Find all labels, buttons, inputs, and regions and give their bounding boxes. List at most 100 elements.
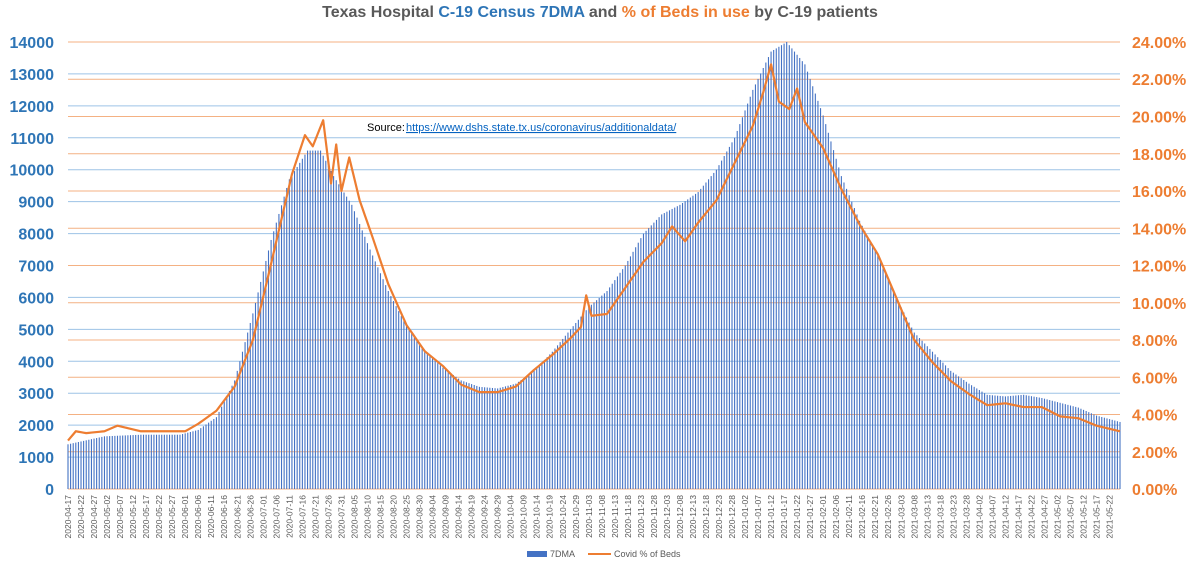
- bar-7dma: [429, 356, 431, 489]
- bar-7dma: [541, 362, 543, 489]
- bar-7dma: [971, 385, 973, 489]
- bar-7dma: [195, 430, 197, 489]
- bar-7dma: [905, 317, 908, 489]
- bar-7dma: [346, 196, 348, 489]
- bar-7dma: [98, 437, 100, 489]
- bar-7dma: [843, 182, 845, 490]
- bar-7dma: [921, 340, 923, 489]
- bar-7dma: [814, 93, 816, 489]
- bar-7dma: [624, 265, 626, 489]
- bar-7dma: [926, 346, 928, 489]
- bar-7dma: [288, 179, 290, 490]
- bar-7dma: [965, 381, 967, 489]
- bar-7dma: [715, 169, 717, 489]
- title-part-beds: % of Beds in use: [621, 4, 750, 21]
- bar-7dma: [1075, 406, 1077, 489]
- bar-7dma: [1023, 394, 1025, 489]
- bar-7dma: [804, 64, 806, 489]
- bar-7dma: [859, 220, 861, 490]
- bar-7dma: [1096, 415, 1098, 489]
- bar-7dma: [85, 440, 87, 489]
- bar-7dma: [590, 304, 592, 489]
- bar-7dma: [135, 434, 137, 489]
- x-tick-label: 2020-12-08: [675, 495, 685, 539]
- bar-7dma: [981, 391, 983, 489]
- title-part-census: C-19 Census 7DMA: [438, 4, 585, 21]
- bar-7dma: [338, 184, 340, 489]
- bar-7dma: [559, 342, 561, 489]
- legend-swatch-7dma: [527, 551, 547, 557]
- bar-7dma: [351, 204, 353, 489]
- bar-7dma: [838, 167, 840, 489]
- x-tick-label: 2020-04-27: [89, 495, 99, 539]
- x-tick-label: 2020-12-23: [714, 495, 724, 539]
- bar-7dma: [520, 379, 522, 489]
- bar-7dma: [1072, 406, 1074, 489]
- bar-7dma: [515, 383, 517, 489]
- bar-7dma: [343, 192, 345, 489]
- bar-7dma: [473, 385, 475, 489]
- bar-7dma: [674, 207, 676, 489]
- x-tick-label: 2020-10-04: [506, 495, 516, 539]
- x-tick-label: 2020-10-14: [532, 495, 542, 539]
- bar-7dma: [536, 368, 538, 489]
- x-tick-label: 2020-08-25: [402, 495, 412, 539]
- x-tick-label: 2020-07-31: [336, 495, 346, 539]
- left-tick-label: 7000: [18, 259, 54, 276]
- x-tick-label: 2020-07-01: [258, 495, 268, 539]
- bar-7dma: [533, 370, 535, 489]
- bar-7dma: [791, 48, 793, 489]
- source-link[interactable]: https://www.dshs.state.tx.us/coronavirus…: [406, 122, 677, 134]
- bar-7dma: [892, 291, 895, 489]
- x-tick-label: 2020-12-18: [701, 495, 711, 539]
- bar-7dma: [72, 443, 74, 489]
- bar-7dma: [158, 434, 160, 489]
- left-axis-ticks: 0 1000 2000 3000 4000 5000 6000 7000 8000 9000 100…: [10, 35, 55, 499]
- bar-7dma: [640, 238, 642, 489]
- bar-7dma: [991, 395, 993, 489]
- bar-7dma: [799, 57, 801, 490]
- x-tick-label: 2020-07-11: [284, 495, 294, 538]
- x-tick-label: 2021-02-26: [883, 495, 893, 539]
- bar-7dma: [960, 378, 962, 489]
- bar-7dma: [819, 108, 822, 489]
- bar-7dma: [793, 51, 796, 489]
- bar-7dma: [770, 51, 772, 489]
- bar-7dma: [90, 439, 92, 489]
- bar-7dma: [817, 100, 819, 489]
- bar-7dma: [840, 176, 842, 489]
- bar-7dma: [754, 84, 756, 490]
- bar-7dma: [442, 367, 444, 489]
- x-tick-label: 2020-12-13: [688, 495, 698, 539]
- bar-7dma: [213, 418, 215, 489]
- bar-7dma: [760, 73, 762, 489]
- bar-7dma: [588, 307, 590, 489]
- bar-7dma: [812, 86, 814, 490]
- bar-7dma: [726, 151, 728, 489]
- bar-7dma: [226, 396, 228, 489]
- bar-7dma: [908, 322, 910, 489]
- bar-7dma: [1054, 401, 1056, 489]
- bar-7dma: [801, 61, 803, 489]
- bar-7dma: [283, 196, 285, 489]
- bar-7dma: [348, 200, 350, 490]
- bar-7dma: [528, 374, 530, 489]
- bar-7dma: [984, 393, 986, 489]
- bar-7dma: [947, 368, 949, 489]
- x-tick-label: 2021-01-17: [779, 495, 789, 539]
- bar-7dma: [747, 103, 749, 489]
- bar-7dma: [611, 283, 613, 489]
- bar-7dma: [885, 273, 887, 489]
- right-tick-label: 22.00%: [1132, 72, 1186, 89]
- x-tick-label: 2020-05-17: [141, 495, 151, 539]
- bar-7dma: [684, 201, 686, 489]
- bar-7dma: [775, 48, 777, 489]
- bar-7dma: [512, 384, 514, 489]
- bar-7dma: [879, 261, 881, 489]
- x-tick-label: 2021-01-27: [805, 495, 815, 539]
- bar-7dma: [934, 354, 936, 489]
- bar-7dma: [486, 387, 488, 489]
- bar-7dma: [976, 388, 978, 489]
- bar-7dma: [426, 353, 428, 489]
- bar-7dma: [1119, 421, 1121, 489]
